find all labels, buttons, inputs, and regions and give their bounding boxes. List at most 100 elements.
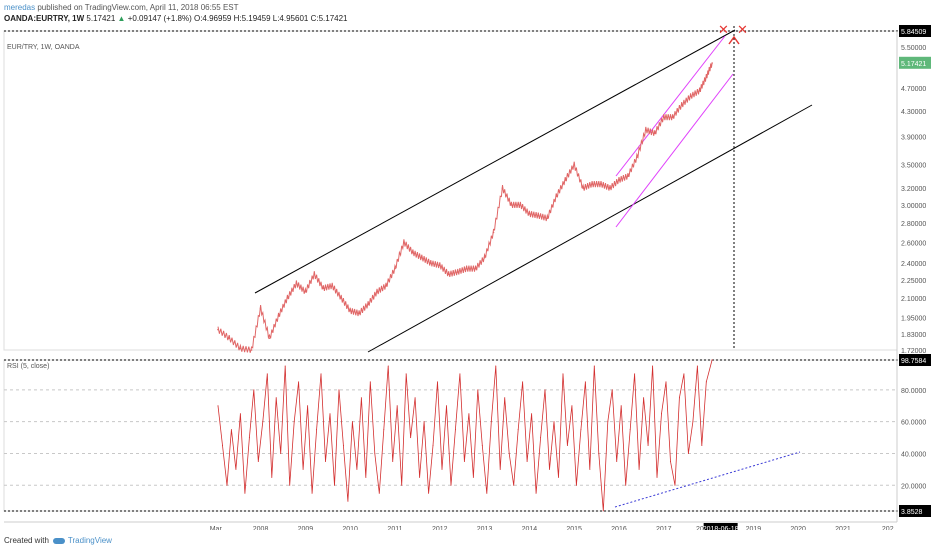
rsi-point: [625, 484, 627, 486]
rsi-point: [499, 468, 501, 470]
price-point: [465, 267, 468, 270]
price-point: [582, 187, 584, 189]
rsi-point: [678, 397, 680, 399]
rsi-point: [535, 492, 537, 494]
publisher-user-link[interactable]: meredas: [4, 3, 36, 12]
up-arrow-icon: ▲: [117, 14, 126, 23]
rsi-point: [562, 373, 564, 375]
price-point: [609, 187, 611, 189]
time-tick-label: 2019: [746, 526, 762, 530]
price-tick-label: 3.90000: [901, 135, 926, 142]
symbol-label: OANDA:EURTRY, 1W: [4, 14, 85, 23]
price-tick-label: 3.20000: [901, 186, 926, 193]
price-change: +0.09147 (+1.8%): [127, 14, 192, 23]
footer: Created with TradingView: [4, 536, 112, 545]
rsi-point: [495, 365, 497, 367]
rsi-point: [311, 492, 313, 494]
rsi-point: [392, 460, 394, 462]
x-marker-icon: ✕: [737, 23, 748, 38]
time-tick-label: 2012: [432, 526, 448, 530]
rsi-point: [566, 445, 568, 447]
rsi-tick-label: 40.0000: [901, 451, 926, 458]
rsi-point: [262, 421, 264, 423]
price-series-line: [217, 62, 713, 353]
main-pane: [3, 30, 898, 351]
time-tick-label: 2015: [566, 526, 582, 530]
rsi-point: [575, 484, 577, 486]
rsi-point: [302, 468, 304, 470]
rsi-point: [459, 373, 461, 375]
upper-channel-line: [254, 29, 736, 294]
price-point: [689, 95, 692, 98]
rsi-point: [419, 476, 421, 478]
time-tick-label: 2008: [253, 526, 269, 530]
marker-date-badge: [703, 523, 738, 530]
last-price-badge: [899, 56, 931, 69]
price-point: [367, 303, 369, 306]
price-tick-label: 2.80000: [901, 221, 926, 228]
rsi-edge-badge: [899, 505, 931, 517]
rsi-point: [244, 492, 246, 494]
rsi-point: [669, 460, 671, 462]
price-point: [259, 307, 262, 309]
price-point: [228, 337, 230, 339]
price-point: [483, 256, 486, 259]
price-tick-label: 2.40000: [901, 261, 926, 268]
rsi-point: [226, 484, 228, 486]
rsi-tick-label: 20.0000: [901, 483, 926, 490]
rsi-pane: [3, 359, 898, 512]
rsi-point: [696, 365, 698, 367]
chart-canvas[interactable]: 5.84509 5.50000 5.17421 4.70000 4.30000 3.900…: [0, 0, 932, 530]
rsi-point: [647, 445, 649, 447]
rsi-point: [365, 476, 367, 478]
time-tick-label: Mar: [210, 526, 223, 530]
rsi-point: [351, 421, 353, 423]
price-point: [438, 264, 441, 267]
time-tick-label: 2009: [298, 526, 314, 530]
price-point: [573, 163, 575, 166]
x-marker-icon: ✕: [718, 23, 729, 38]
rsi-point: [342, 445, 344, 447]
price-tick-label: 5.17421: [901, 61, 926, 68]
rsi-point: [374, 452, 376, 454]
rsi-point: [477, 389, 479, 391]
rsi-point: [423, 421, 425, 423]
rsi-point: [701, 445, 703, 447]
time-tick-label: 201: [696, 526, 708, 530]
price-point: [394, 267, 396, 270]
price-tick-label: 2.25000: [901, 278, 926, 285]
rsi-tick-label: 3.8528: [901, 509, 923, 516]
rsi-point: [486, 492, 488, 494]
rsi-point: [531, 413, 533, 415]
low-value: L:4.95601: [272, 14, 309, 23]
rsi-point: [387, 365, 389, 367]
rsi-point: [248, 437, 250, 439]
rsi-point: [378, 492, 380, 494]
rsi-point: [347, 500, 349, 502]
price-point: [546, 217, 549, 220]
rsi-point: [705, 381, 707, 383]
price-point: [421, 256, 423, 259]
high-value: H:5.19459: [233, 14, 271, 23]
price-point: [331, 285, 334, 287]
top-value-badge: [899, 25, 931, 37]
rsi-point: [634, 373, 636, 375]
rsi-point: [253, 389, 255, 391]
tradingview-brand[interactable]: TradingView: [52, 536, 112, 545]
rsi-point: [692, 421, 694, 423]
time-tick-label: 2010: [342, 526, 358, 530]
rsi-point: [513, 484, 515, 486]
price-point: [358, 312, 360, 315]
lower-channel-line: [367, 104, 813, 353]
price-point: [217, 328, 219, 331]
price-point: [340, 297, 343, 299]
rsi-point: [221, 445, 223, 447]
rsi-point: [405, 373, 407, 375]
rsi-point: [369, 381, 371, 383]
rsi-point: [481, 445, 483, 447]
rsi-point: [508, 452, 510, 454]
price-point: [645, 129, 647, 131]
rsi-point: [239, 413, 241, 415]
rsi-point: [333, 484, 335, 486]
time-tick-label: 2018-06-18: [703, 526, 739, 530]
